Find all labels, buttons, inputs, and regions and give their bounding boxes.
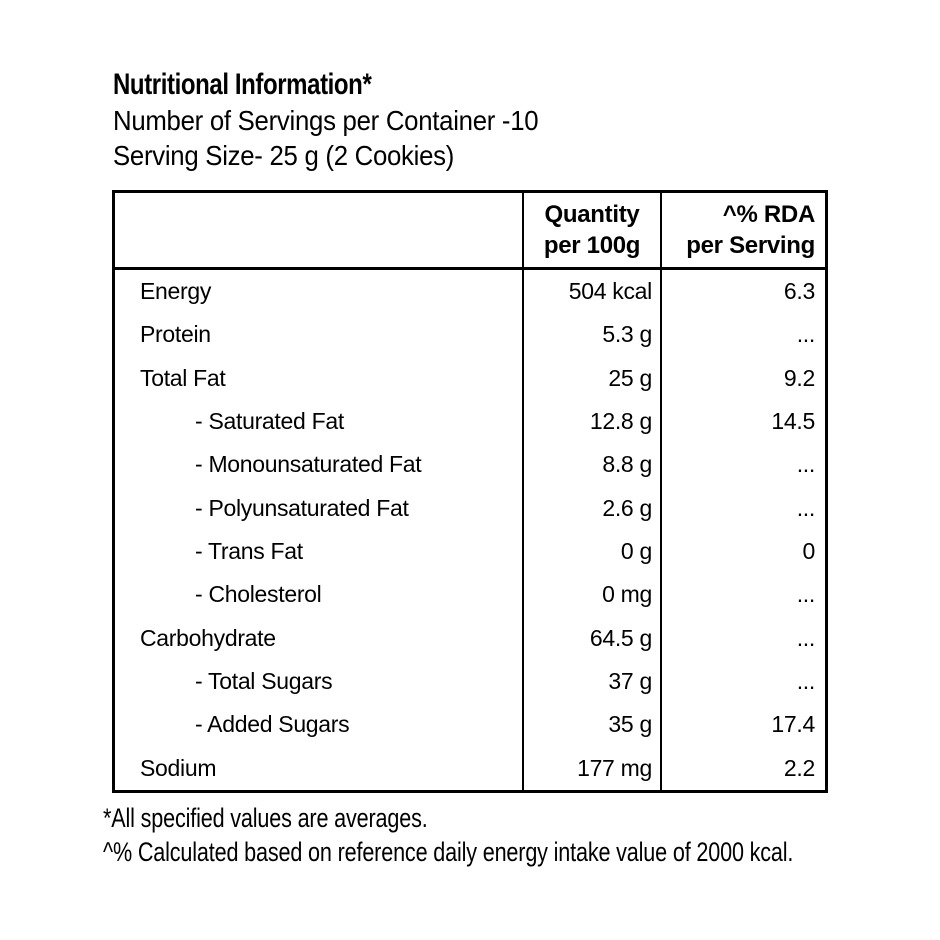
rda-cell: ...	[796, 581, 816, 608]
table-row: Total Fat 25 g 9.2	[115, 356, 825, 400]
header-rda-line2: per Serving	[686, 232, 815, 259]
rda-cell: ...	[796, 321, 816, 348]
servings-per-container-line: Number of Servings per Container -10	[113, 105, 539, 136]
quantity-cell: 2.6 g	[524, 486, 662, 530]
rda-cell: 9.2	[783, 364, 815, 391]
nutrient-name-cell: - Total Sugars	[115, 659, 524, 704]
rda-cell: 2.2	[783, 754, 815, 781]
table-row: - Saturated Fat 12.8 g 14.5	[115, 399, 825, 444]
quantity-cell: 5.3 g	[524, 313, 662, 357]
nutrition-table-body: Energy 504 kcal 6.3 Protein 5.3 g... Total Fa…	[115, 270, 825, 790]
footnotes: *All specified values are averages. ^% C…	[103, 801, 940, 869]
nutrition-table: Quantity per 100g ^% RDA per Serving Ene…	[112, 190, 828, 793]
quantity-cell: 37 g	[524, 659, 662, 704]
table-row: Carbohydrate 64.5 g...	[115, 616, 825, 660]
quantity-cell: 35 g	[524, 703, 662, 747]
footnote-averages: *All specified values are averages.	[103, 803, 428, 833]
table-row: - Added Sugars 35 g 17.4	[115, 703, 825, 747]
rda-cell: 14.5	[771, 408, 815, 435]
quantity-cell: 0 g	[524, 529, 662, 574]
nutrition-table-header-row: Quantity per 100g ^% RDA per Serving	[115, 193, 825, 270]
nutrient-name-cell: Protein	[115, 313, 524, 357]
quantity-cell: 8.8 g	[524, 443, 662, 487]
rda-cell: 17.4	[771, 711, 815, 738]
table-row: - Polyunsaturated Fat 2.6 g...	[115, 486, 825, 530]
header-rda-line1: ^% RDA	[722, 201, 816, 228]
header-cell-rda: ^% RDA per Serving	[662, 193, 825, 267]
rda-cell: 6.3	[783, 278, 815, 305]
quantity-cell: 177 mg	[524, 746, 662, 790]
nutrient-name-cell: Carbohydrate	[115, 616, 524, 660]
serving-size-line: Serving Size- 25 g (2 Cookies)	[113, 140, 455, 171]
nutrient-name-cell: - Polyunsaturated Fat	[115, 486, 524, 530]
nutrient-name-cell: - Saturated Fat	[115, 399, 524, 444]
header-cell-nutrient	[115, 193, 524, 267]
rda-cell: ...	[796, 451, 816, 478]
header-quantity-line2: per 100g	[543, 232, 641, 259]
quantity-cell: 25 g	[524, 356, 662, 400]
nutrient-name-cell: Sodium	[115, 746, 524, 790]
rda-cell: 0	[802, 538, 816, 565]
nutrient-name-cell: Total Fat	[115, 356, 524, 400]
nutrient-name-cell: - Trans Fat	[115, 529, 524, 574]
label-header: Nutritional Information* Number of Servi…	[113, 66, 575, 173]
quantity-cell: 0 mg	[524, 573, 662, 617]
rda-cell: ...	[796, 668, 816, 695]
nutrient-name-cell: - Monounsaturated Fat	[115, 443, 524, 487]
table-row: Sodium 177 mg 2.2	[115, 746, 825, 790]
nutrient-name-cell: Energy	[115, 270, 524, 314]
table-row: - Cholesterol 0 mg...	[115, 573, 825, 617]
table-row: Energy 504 kcal 6.3	[115, 270, 825, 314]
footnote-rda-reference: ^% Calculated based on reference daily e…	[103, 837, 794, 867]
nutrient-name-cell: - Added Sugars	[115, 703, 524, 747]
table-row: - Monounsaturated Fat 8.8 g...	[115, 443, 825, 487]
rda-cell: ...	[796, 624, 816, 651]
quantity-cell: 64.5 g	[524, 616, 662, 660]
nutrient-name-cell: - Cholesterol	[115, 573, 524, 617]
table-row: Protein 5.3 g...	[115, 313, 825, 357]
table-row: - Total Sugars 37 g...	[115, 659, 825, 704]
rda-cell: ...	[796, 494, 816, 521]
header-cell-quantity: Quantity per 100g	[524, 193, 662, 267]
table-row: - Trans Fat 0 g 0	[115, 529, 825, 574]
label-title: Nutritional Information*	[113, 68, 372, 101]
header-quantity-line1: Quantity	[544, 201, 640, 228]
quantity-cell: 12.8 g	[524, 399, 662, 444]
quantity-cell: 504 kcal	[524, 270, 662, 314]
